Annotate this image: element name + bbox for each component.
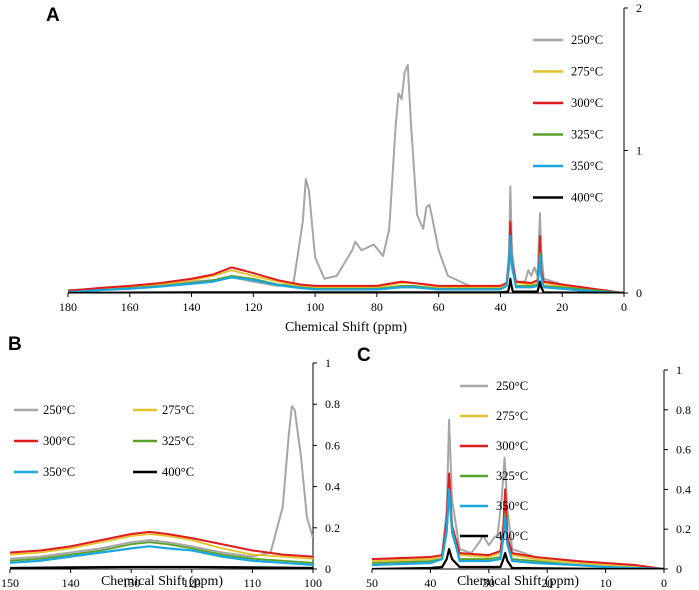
y-tick-label: 2 — [636, 1, 642, 15]
legend-label-325-c: 325°C — [571, 128, 603, 142]
x-tick-label: 100 — [304, 576, 322, 590]
legend-label-400-c: 400°C — [571, 191, 603, 205]
y-tick-label: 0.6 — [676, 443, 691, 457]
legend-label-275-c: 275°C — [571, 65, 603, 79]
series-line-300-c — [372, 472, 664, 569]
series-line-250-c — [10, 405, 313, 560]
series-line-300-c — [68, 220, 624, 293]
x-tick-label: 40 — [494, 300, 506, 314]
series-line-400-c — [372, 548, 664, 569]
x-axis-title: Chemical Shift (ppm) — [457, 574, 579, 589]
y-tick-label: 1 — [636, 144, 642, 158]
legend-label-350-c: 350°C — [496, 499, 528, 513]
y-tick-label: 0 — [325, 562, 331, 576]
legend-label-300-c: 300°C — [496, 439, 528, 453]
x-tick-label: 30 — [483, 576, 495, 590]
legend-label-275-c: 275°C — [496, 409, 528, 423]
y-tick-label: 1 — [676, 363, 682, 377]
legend-label-250-c: 250°C — [571, 33, 603, 47]
legend-label-275-c: 275°C — [162, 403, 194, 417]
legend-label-350-c: 350°C — [43, 465, 75, 479]
y-tick-label: 0.4 — [676, 482, 691, 496]
series-line-275-c — [372, 484, 664, 569]
series-line-400-c — [68, 277, 624, 293]
y-tick-label: 0 — [636, 286, 642, 300]
x-tick-label: 120 — [183, 576, 201, 590]
y-tick-label: 0.8 — [676, 403, 691, 417]
x-tick-label: 130 — [122, 576, 140, 590]
series-line-350-c — [372, 488, 664, 569]
x-tick-label: 140 — [62, 576, 80, 590]
x-tick-label: 80 — [371, 300, 383, 314]
y-tick-label: 0.2 — [325, 521, 340, 535]
x-axis-title: Chemical Shift (ppm) — [101, 574, 223, 589]
y-tick-label: 0.4 — [325, 480, 340, 494]
x-tick-label: 110 — [244, 576, 262, 590]
legend-label-300-c: 300°C — [571, 96, 603, 110]
x-tick-label: 20 — [541, 576, 553, 590]
panel-label-b: B — [8, 334, 22, 355]
series-line-275-c — [10, 533, 313, 560]
legend-label-300-c: 300°C — [43, 434, 75, 448]
x-tick-label: 100 — [306, 300, 324, 314]
legend-label-250-c: 250°C — [43, 403, 75, 417]
y-tick-label: 0.2 — [676, 522, 691, 536]
y-tick-label: 0 — [676, 562, 682, 576]
x-tick-label: 0 — [661, 576, 667, 590]
legend-label-250-c: 250°C — [496, 379, 528, 393]
legend-label-325-c: 325°C — [162, 434, 194, 448]
legend-label-325-c: 325°C — [496, 469, 528, 483]
series-line-350-c — [68, 234, 624, 293]
panel-label-a: A — [46, 5, 60, 26]
x-tick-label: 50 — [366, 576, 378, 590]
y-tick-label: 0.8 — [325, 397, 340, 411]
legend-label-400-c: 400°C — [162, 465, 194, 479]
x-tick-label: 140 — [183, 300, 201, 314]
series-line-300-c — [10, 530, 313, 558]
series-line-400-c — [10, 565, 313, 569]
x-tick-label: 20 — [556, 300, 568, 314]
x-tick-label: 10 — [600, 576, 612, 590]
x-axis-title: Chemical Shift (ppm) — [285, 320, 407, 335]
x-tick-label: 150 — [1, 576, 19, 590]
panel-label-c: C — [357, 345, 371, 366]
x-tick-label: 60 — [433, 300, 445, 314]
legend-label-350-c: 350°C — [571, 159, 603, 173]
y-tick-label: 1 — [325, 356, 331, 370]
legend-label-400-c: 400°C — [496, 529, 528, 543]
y-tick-label: 0.6 — [325, 438, 340, 452]
x-tick-label: 180 — [59, 300, 77, 314]
x-tick-label: 40 — [424, 576, 436, 590]
x-tick-label: 0 — [621, 300, 627, 314]
x-tick-label: 160 — [121, 300, 139, 314]
series-line-325-c — [10, 541, 313, 564]
series-line-350-c — [10, 545, 313, 566]
panel-a: A 180 160 140 120 100 80 60 40 20 00 1 2 Chemical Shi… — [46, 1, 642, 335]
panel-c: C 50 40 30 20 10 00 0.2 0.4 0.6 0.8 1 Chemical Shift… — [357, 345, 691, 590]
x-tick-label: 120 — [244, 300, 262, 314]
